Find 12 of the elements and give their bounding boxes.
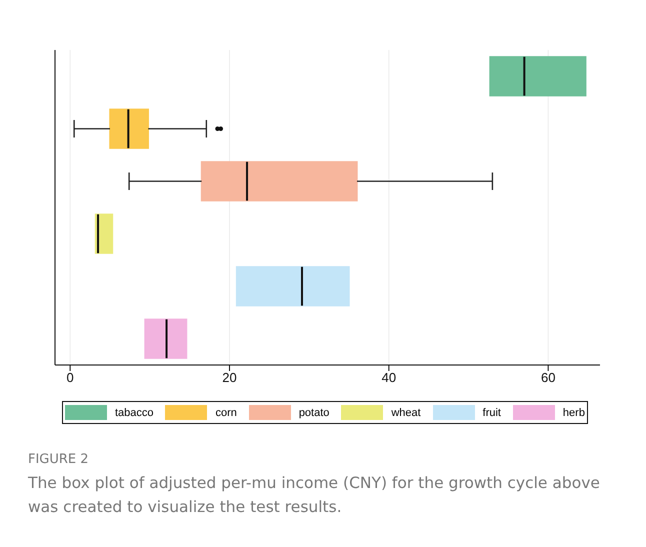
legend-label: corn [215, 406, 237, 418]
x-tick-label: 60 [540, 370, 556, 386]
legend-label: wheat [391, 406, 421, 418]
legend-label: potato [298, 406, 330, 418]
x-tick-label: 40 [382, 370, 396, 386]
x-tick-label: 20 [222, 370, 237, 386]
legend-label: herb [562, 406, 585, 418]
legend-label: tabacco [115, 406, 154, 418]
caption: FIGURE 2 [28, 452, 90, 467]
legend-label: fruit [482, 406, 501, 418]
x-tick-label: 0 [66, 370, 74, 386]
text: The box plot of adjusted per-mu income (CNY) for the growth cycle above was created to visualize the test results. [28, 473, 601, 518]
